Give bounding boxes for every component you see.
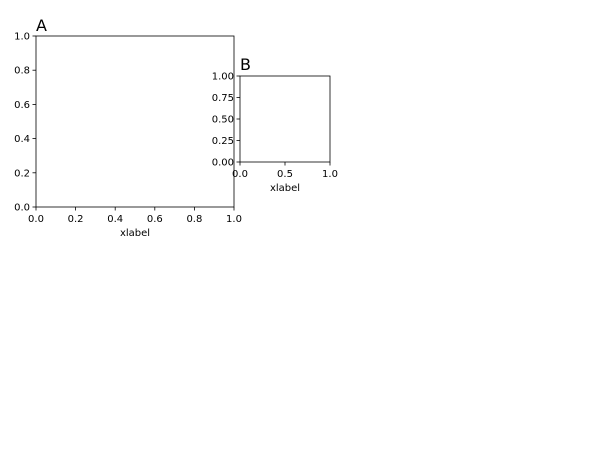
- axes-a-ytick-label: 0.2: [14, 168, 30, 179]
- axes-b-ytick-label: 0.25: [212, 136, 234, 147]
- axes-a-title: A: [36, 16, 47, 35]
- axes-a-xlabel: xlabel: [120, 228, 150, 239]
- axes-b-xtick-label: 1.0: [322, 169, 338, 180]
- axes-a-ytick-label: 0.0: [14, 203, 30, 214]
- axes-b-ytick-label: 0.50: [212, 115, 234, 126]
- axes-a-ytick-label: 1.0: [14, 32, 30, 43]
- axes-a-xtick-label: 0.6: [147, 214, 163, 225]
- axes-a-xtick-label: 0.0: [28, 214, 44, 225]
- axes-a-ytick-label: 0.8: [14, 66, 30, 77]
- axes-b-title: B: [240, 55, 251, 74]
- axes-b-ytick-label: 0.75: [212, 93, 234, 104]
- axes-b-xtick-label: 0.0: [232, 169, 248, 180]
- axes-a-frame: [35, 35, 235, 208]
- axes-a-xtick-label: 0.4: [107, 214, 123, 225]
- axes-a-xtick-label: 0.8: [186, 214, 202, 225]
- axes-b-frame: [239, 75, 331, 163]
- axes-a-xtick-label: 1.0: [226, 214, 242, 225]
- axes-a: A xlabel 0.0 0.2 0.4 0.6 0.8 1.0 0.0 0.2 0.4 0.6 0…: [14, 16, 242, 239]
- axes-b: B xlabel 0.0 0.5 1.0 0.00 0.25 0.50 0.75 1.00: [212, 55, 338, 194]
- axes-a-ytick-label: 0.6: [14, 100, 30, 111]
- axes-a-xtick-label: 0.2: [68, 214, 84, 225]
- axes-b-ytick-label: 1.00: [212, 72, 234, 83]
- axes-a-ytick-label: 0.4: [14, 134, 30, 145]
- axes-b-xlabel: xlabel: [270, 183, 300, 194]
- axes-b-xtick-label: 0.5: [277, 169, 293, 180]
- axes-b-ytick-label: 0.00: [212, 158, 234, 169]
